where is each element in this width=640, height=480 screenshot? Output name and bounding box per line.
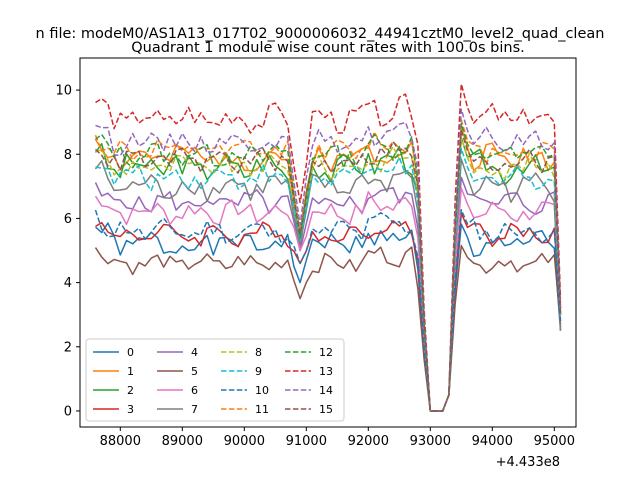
y-tick-label: 0 (64, 404, 72, 419)
legend-label-15: 15 (319, 403, 333, 416)
series-line-14 (95, 108, 562, 412)
series-line-7 (94, 158, 562, 412)
y-axis: 0 2 4 6 8 10 (55, 84, 80, 419)
y-tick-label: 8 (64, 148, 72, 163)
y-tick-label: 4 (64, 276, 72, 291)
series-line-15 (94, 129, 562, 412)
x-axis: 88000 89000 90000 91000 92000 93000 94000 95000 (100, 427, 575, 449)
legend-label-2: 2 (127, 384, 134, 397)
x-tick-label: 92000 (348, 434, 389, 449)
x-tick-label: 94000 (472, 434, 513, 449)
series-line-0 (95, 222, 562, 412)
series-line-3 (95, 212, 562, 412)
legend-label-4: 4 (191, 346, 198, 359)
y-tick-label: 6 (64, 212, 72, 227)
series-line-6 (94, 187, 562, 412)
x-tick-label: 90000 (224, 434, 265, 449)
legend-label-11: 11 (255, 403, 269, 416)
chart-title: Quadrant 1 module wise count rates with … (131, 40, 525, 56)
legend-label-14: 14 (319, 384, 333, 397)
x-axis-offset-label: +4.433e8 (496, 455, 560, 470)
legend-label-7: 7 (191, 403, 198, 416)
legend-label-13: 13 (319, 365, 333, 378)
legend-label-8: 8 (255, 346, 262, 359)
series-line-12 (95, 122, 562, 412)
legend-label-3: 3 (127, 403, 134, 416)
series-line-9 (95, 147, 562, 412)
legend-label-12: 12 (319, 346, 333, 359)
plot-lines (94, 83, 562, 412)
series-line-13 (95, 83, 562, 412)
series-line-11 (94, 119, 562, 412)
legend-box (85, 338, 345, 422)
legend-label-0: 0 (127, 346, 134, 359)
legend-label-1: 1 (127, 365, 134, 378)
series-line-4 (94, 176, 562, 412)
x-tick-label: 93000 (410, 434, 451, 449)
legend-label-5: 5 (191, 365, 198, 378)
series-line-5 (94, 244, 562, 412)
legend-label-9: 9 (255, 365, 262, 378)
x-tick-label: 88000 (100, 434, 141, 449)
legend-label-6: 6 (191, 384, 198, 397)
figure-suptitle: n file: modeM0/AS1A13_017T02_9000006032_… (36, 26, 605, 42)
series-line-8 (95, 137, 562, 412)
axes-frame (79, 57, 577, 428)
x-tick-label: 95000 (534, 434, 575, 449)
legend-label-10: 10 (255, 384, 269, 397)
y-tick-label: 10 (55, 84, 72, 99)
x-tick-label: 89000 (162, 434, 203, 449)
x-tick-label: 91000 (286, 434, 327, 449)
y-tick-label: 2 (64, 340, 72, 355)
series-line-10 (94, 208, 562, 412)
